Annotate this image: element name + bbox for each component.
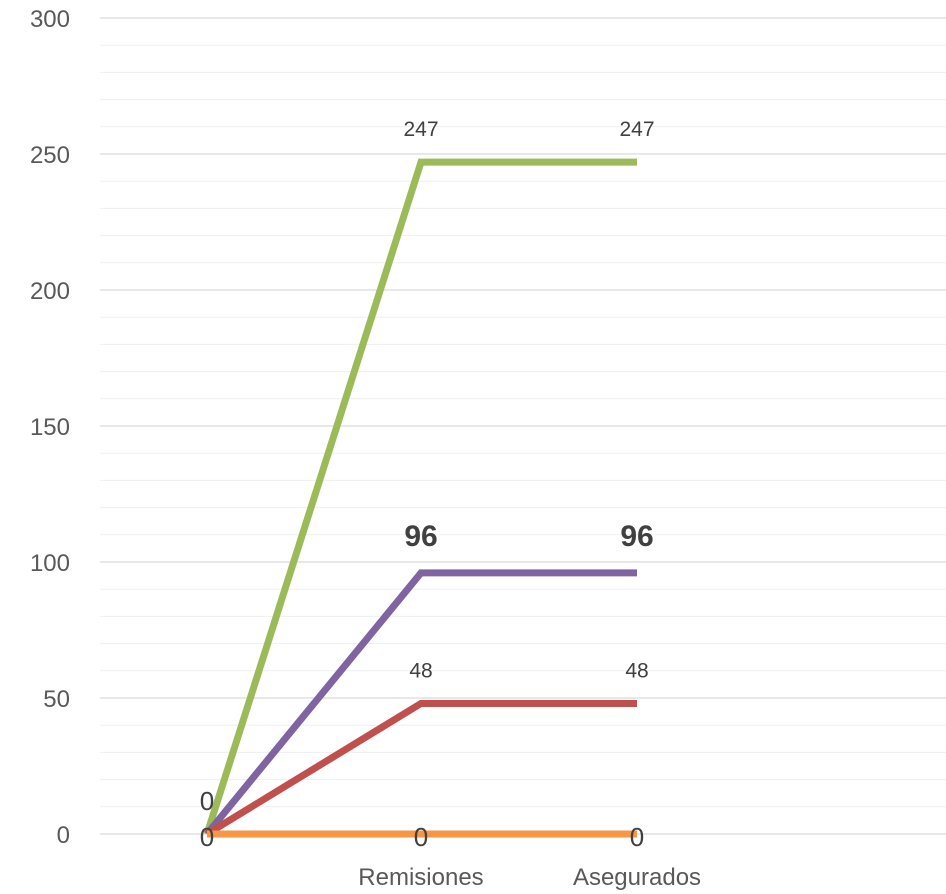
y-tick-label: 200 xyxy=(30,278,70,305)
y-tick-label: 300 xyxy=(30,6,70,33)
data-labels: 247 247 96 96 48 48 0 0 0 0 xyxy=(200,118,655,852)
data-label: 0 xyxy=(630,822,644,852)
series-line xyxy=(205,699,637,837)
data-label: 247 xyxy=(619,118,654,141)
data-label: 0 xyxy=(200,822,214,852)
y-axis-tick-labels: 0 50 100 150 200 250 300 xyxy=(30,6,70,849)
data-label: 247 xyxy=(403,118,438,141)
minor-gridlines xyxy=(100,44,946,808)
series-line xyxy=(203,158,637,836)
series-line xyxy=(204,569,637,837)
series-lines xyxy=(203,158,637,838)
data-label: 0 xyxy=(414,822,428,852)
data-label: 96 xyxy=(404,520,437,553)
y-tick-label: 250 xyxy=(30,142,70,169)
x-category-label: Asegurados xyxy=(573,864,701,891)
major-gridlines xyxy=(100,17,946,835)
data-label: 96 xyxy=(620,520,653,553)
y-tick-label: 0 xyxy=(57,822,70,849)
y-tick-label: 100 xyxy=(30,550,70,577)
y-tick-label: 50 xyxy=(43,686,70,713)
y-tick-label: 150 xyxy=(30,414,70,441)
data-label: 48 xyxy=(409,659,432,682)
x-category-label: Remisiones xyxy=(358,864,483,891)
origin-data-label: 0 xyxy=(200,786,214,816)
data-label: 48 xyxy=(625,659,648,682)
x-axis-category-labels: Remisiones Asegurados xyxy=(358,864,701,891)
